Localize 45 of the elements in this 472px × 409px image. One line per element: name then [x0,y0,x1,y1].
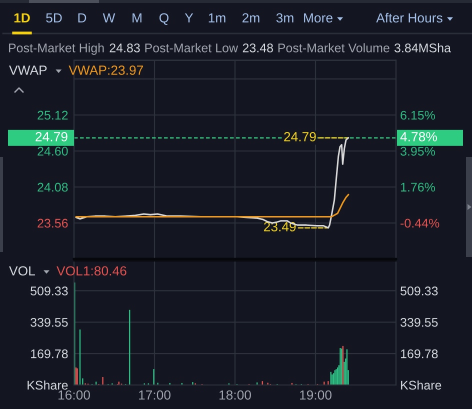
y2-tick-label: 169.78 [400,349,438,358]
x-tick-label: 19:00 [300,390,332,400]
text: 5D [46,13,62,23]
text: More [304,13,332,23]
x-tick-label: 16:00 [58,390,90,400]
y-tick-label: 509.33 [30,286,68,296]
y2-tick-label: 3.95% [400,146,436,156]
y-tick-label: 24.60 [38,146,68,156]
y2-tick-label: KShare [401,380,442,390]
annotation: 4.78% [400,132,437,142]
text: Post-Market High [9,43,104,55]
text: W [102,13,116,22]
x-tick-label: 18:00 [220,390,251,400]
text: D [78,13,86,22]
text: Post-Market Low [145,43,238,52]
text: 1D [14,13,30,22]
y-tick-label: 339.55 [30,318,68,327]
text: Y [184,13,194,22]
text: Post-Market Volume [278,43,390,52]
text: M [132,13,142,22]
annotation: VOL1:80.46 [56,266,126,276]
y-tick-label: 169.78 [31,349,68,358]
text: 3m [276,13,294,23]
x-tick-label: 17:00 [139,390,170,400]
text: 1m [208,13,226,22]
y2-tick-label: 1.76% [400,182,436,192]
y-tick-label: 23.56 [38,218,68,228]
text: 3.84MSha [394,43,451,52]
text: 23.48 [242,44,273,52]
text: Q [159,13,168,25]
y-tick-label: 24.08 [38,182,68,192]
text: VWAP [9,66,47,75]
text: After Hours [376,12,442,23]
y-tick-label: 25.12 [38,110,68,120]
annotation: 24.79 [284,132,316,142]
y2-tick-label: 6.15% [400,110,436,120]
text: VWAP:23.97 [68,66,144,75]
y2-tick-label: 509.33 [400,286,438,296]
text: 24.83 [110,44,140,52]
ref-line-label: 24.79 [36,132,68,142]
y2-tick-label: -0.44% [400,218,440,228]
text: VOL [9,266,35,276]
y2-tick-label: 339.55 [400,318,438,327]
y-tick-label: KShare [28,380,68,390]
text: 2m [242,13,260,22]
